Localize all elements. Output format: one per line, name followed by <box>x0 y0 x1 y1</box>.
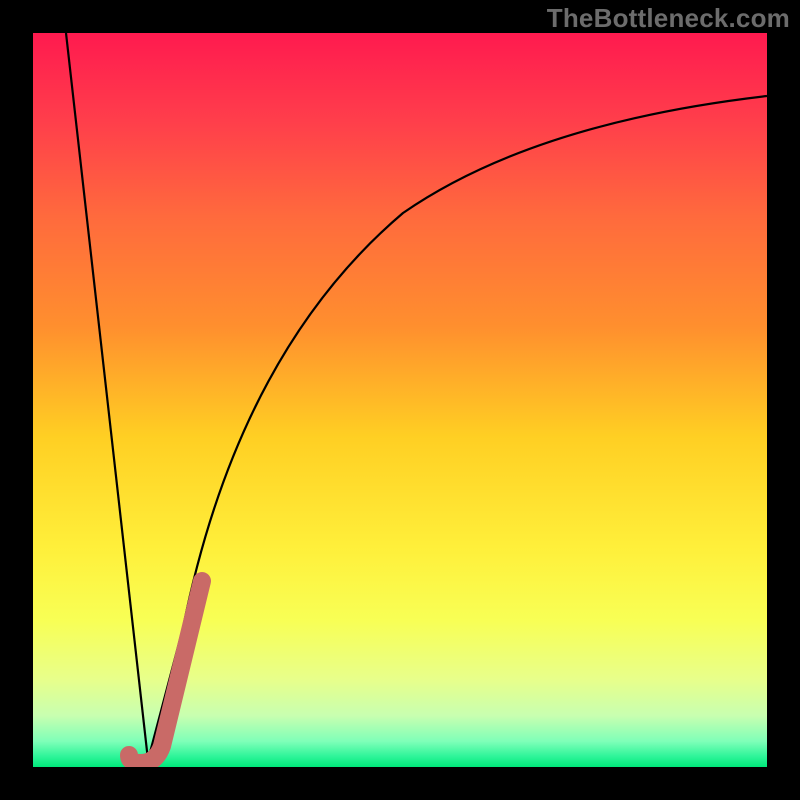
curve-black-right-arc <box>148 96 767 760</box>
curve-black-left-line <box>66 33 148 760</box>
watermark-text: TheBottleneck.com <box>547 3 790 34</box>
plot-area <box>33 33 767 767</box>
figure-canvas: TheBottleneck.com <box>0 0 800 800</box>
curves-layer <box>33 33 767 767</box>
curve-pink-j <box>129 581 202 763</box>
